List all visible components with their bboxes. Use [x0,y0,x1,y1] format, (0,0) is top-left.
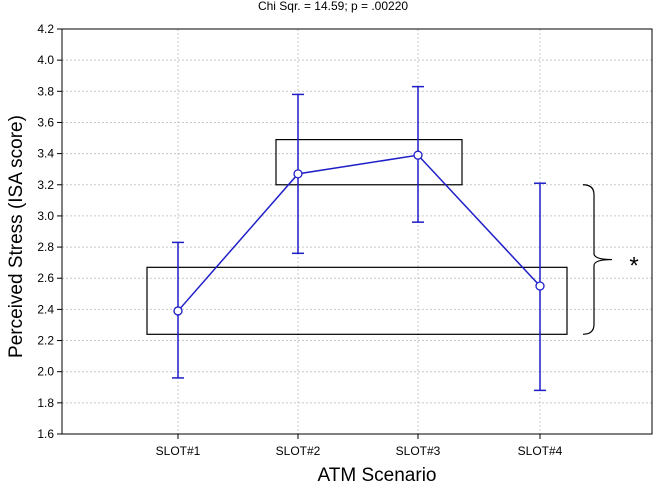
y-tick-label: 2.2 [37,334,54,348]
group-box-high [275,138,463,186]
group-box-low [146,266,568,335]
significance-brace [582,184,613,335]
y-axis-ticks: 1.6 1.8 2.0 2.2 2.4 2.6 2.8 3.0 3.2 3.4 3.6 3.8 4.0 4… [37,22,62,441]
data-point [413,150,423,160]
y-tick-label: 4.0 [37,53,54,67]
significance-star: * [629,253,638,280]
y-tick-label: 3.6 [37,115,54,129]
y-tick-label: 3.2 [37,178,54,192]
y-axis-title: Perceived Stress (ISA score) [6,115,27,358]
data-point [535,281,545,291]
chart-subtitle: Chi Sqr. = 14.59; p = .00220 [258,0,408,13]
y-tick-label: 2.4 [37,302,54,316]
data-series [172,85,546,392]
y-tick-label: 2.0 [37,365,54,379]
y-tick-label: 1.8 [37,396,54,410]
x-axis-title: ATM Scenario [318,465,437,486]
data-point [293,169,303,179]
x-axis-ticks: SLOT#1 SLOT#2 SLOT#3 SLOT#4 [156,434,563,458]
y-tick-label: 1.6 [37,427,54,441]
x-tick-label: SLOT#4 [518,444,563,458]
plot-frame [61,28,653,435]
y-tick-label: 2.6 [37,271,54,285]
grid-lines [62,28,652,435]
x-tick-label: SLOT#2 [276,444,321,458]
x-tick-label: SLOT#3 [396,444,441,458]
y-tick-label: 3.8 [37,84,54,98]
y-tick-label: 3.4 [37,147,54,161]
group-boxes [146,138,568,335]
series-line [177,154,541,312]
y-tick-label: 4.2 [37,22,54,36]
y-tick-label: 2.8 [37,240,54,254]
x-tick-label: SLOT#1 [156,444,201,458]
data-point [173,306,183,316]
y-tick-label: 3.0 [37,209,54,223]
